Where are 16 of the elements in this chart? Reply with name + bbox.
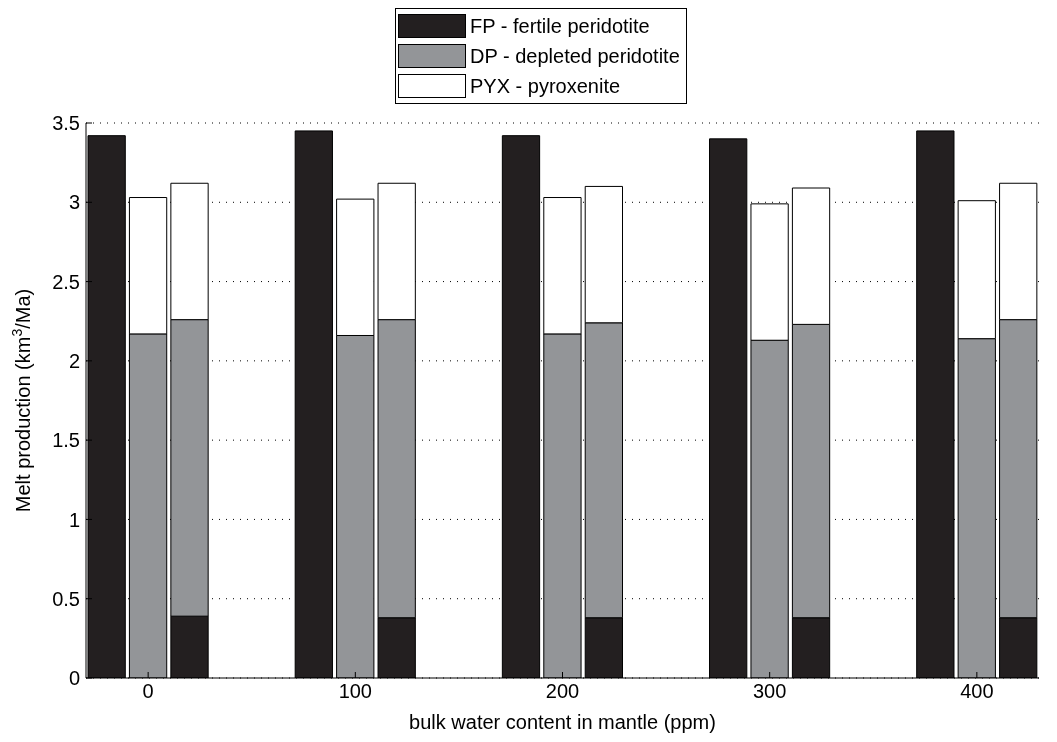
legend-label: DP - depleted peridotite [470,44,680,68]
y-tick-label: 2 [68,349,80,372]
x-tick-label: 0 [142,680,154,703]
y-tick-label: 1 [68,508,80,531]
x-tick-label: 400 [960,680,994,703]
y-tick-label: 0.5 [52,587,80,610]
legend-label: PYX - pyroxenite [470,74,621,98]
y-tick-label: 1.5 [52,429,80,452]
x-tick-label: 100 [338,680,373,703]
x-axis-title: bulk water content in mantle (ppm) [409,711,716,733]
legend-label: FP - fertile peridotite [470,14,650,38]
y-tick-label: 2.5 [52,270,80,293]
x-tick-label: 300 [752,680,787,703]
y-tick-label: 3 [68,191,80,214]
y-tick-label: 3.5 [52,112,80,135]
x-tick-label: 200 [545,680,580,703]
